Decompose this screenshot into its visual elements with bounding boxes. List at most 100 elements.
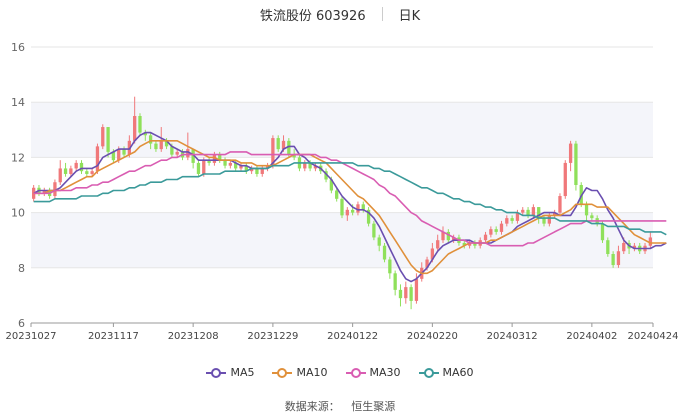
source-name: 恒生聚源 [351,400,396,413]
candle-body [425,259,429,268]
x-tick-label: 20231117 [88,331,139,342]
candle-body [510,218,514,221]
candle-body [106,127,110,152]
legend-ma60-label: MA60 [442,366,474,379]
candle-body [313,165,318,169]
x-tick-label: 20240312 [487,331,538,342]
legend-ma5-label: MA5 [230,366,255,379]
candle-body [212,154,217,163]
candle-body [446,231,450,241]
candle-body [568,143,573,163]
candle-body [542,218,546,224]
candle-body [143,132,147,136]
x-tick-label: 20231208 [168,331,219,342]
candle-body [271,138,275,166]
candle-body [249,168,254,172]
candle-body [148,135,153,144]
candle-body [276,138,280,150]
legend-ma30-swatch [345,367,366,379]
candle-body [526,209,530,216]
x-tick-label: 20240402 [566,331,617,342]
candle-body [191,149,195,163]
candle-body [372,223,376,238]
candle-body [255,168,259,174]
candle-body [90,171,94,174]
candle-body [584,204,589,216]
candle-body [350,209,355,213]
candle-body [590,215,594,219]
candle-body [340,198,344,216]
candle-body [414,278,419,301]
candle-body [292,154,296,158]
candle-body [451,237,456,241]
candle-body [537,207,541,219]
y-tick-label: 12 [11,151,25,164]
candle-body [202,160,206,174]
kline-chart[interactable]: 6 8 10 12 14 16 20231027 20231117 20231208 202312… [0,0,680,360]
legend-ma10-label: MA10 [296,366,328,379]
legend-ma10[interactable]: MA10 [272,366,328,379]
ma-line-ma30 [33,151,667,247]
chart-legend: MA5 MA10 MA30 MA60 [0,366,680,379]
candle-body [287,140,291,155]
candle-body [398,289,403,299]
candle-body [467,242,472,246]
candle-body [515,212,520,221]
candle-body [281,140,286,150]
legend-ma5-swatch [206,367,227,379]
candle-body [489,229,493,235]
ma-line-ma10 [33,140,667,275]
candle-body [483,234,488,241]
candle-body [303,162,307,169]
candle-body [377,237,381,246]
legend-ma60[interactable]: MA60 [418,366,474,379]
candle-body [308,162,312,169]
candle-body [521,209,525,213]
candle-body [430,248,435,260]
x-tick-label: 20240122 [327,331,378,342]
candle-body [462,242,466,246]
legend-ma60-swatch [418,367,439,379]
y-tick-label: 16 [11,41,25,54]
candle-body [111,151,116,161]
candle-body [553,212,557,216]
candle-body [58,168,62,183]
candle-body [260,168,264,174]
candle-body [228,162,233,166]
candle-body [356,204,360,213]
candle-body [558,196,562,213]
candle-body [574,143,578,185]
chart-header: 铁流股份 603926 日K [0,4,680,24]
candle-body [218,154,222,161]
candle-body [388,259,392,274]
candle-body [175,151,179,155]
legend-ma5[interactable]: MA5 [206,366,254,379]
period-label[interactable]: 日K [398,8,421,24]
candle-body [436,240,440,249]
legend-ma30[interactable]: MA30 [345,366,401,379]
candle-body [159,140,163,150]
candle-body [196,162,201,174]
source-label: 数据来源： [284,400,340,413]
candle-body [324,171,328,180]
candle-body [611,254,615,266]
candle-body [499,223,504,232]
candle-body [404,287,408,299]
stock-title: 铁流股份 603926 [259,8,366,24]
candle-body [505,218,509,224]
candle-body [600,223,605,241]
legend-ma10-swatch [272,367,293,379]
candle-body [42,190,46,194]
candle-body [335,190,339,199]
candle-body [366,209,371,224]
x-tick-label: 20240220 [407,331,458,342]
y-tick-label: 8 [18,262,25,275]
candle-body [382,245,387,260]
candle-body [473,242,477,246]
candle-body [409,287,413,301]
candle-body [138,116,142,133]
candle-body [53,182,57,197]
candle-body [547,215,551,224]
candle-body [122,149,126,155]
y-tick-label: 14 [11,96,25,109]
